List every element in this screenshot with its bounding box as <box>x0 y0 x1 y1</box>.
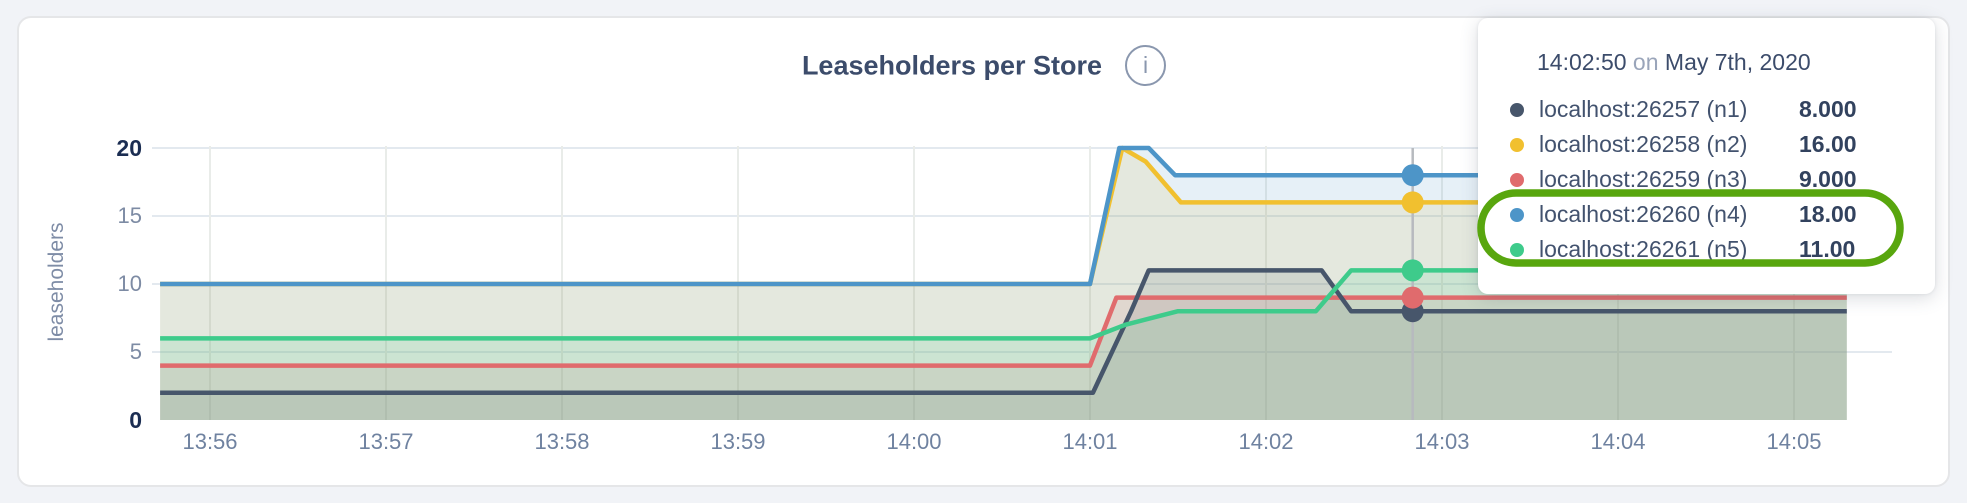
tooltip-date: May 7th, 2020 <box>1664 49 1811 75</box>
series-label: localhost:26257 (n1) <box>1539 96 1748 122</box>
series-color-dot <box>1510 242 1524 257</box>
tooltip-series-row: localhost:26259 (n3) 9.000 <box>1510 162 1935 197</box>
series-value: 16.00 <box>1799 131 1857 157</box>
series-line <box>160 268 1847 396</box>
series-value: 9.000 <box>1799 166 1857 192</box>
tooltip-series-row: localhost:26257 (n1) 8.000 <box>1510 92 1935 127</box>
series-label: localhost:26258 (n2) <box>1539 131 1748 157</box>
tooltip-timestamp: 14:02:50 on May 7th, 2020 <box>1537 49 1935 76</box>
tooltip-series-list: localhost:26257 (n1) 8.000 localhost:26258… <box>1478 92 1935 267</box>
info-icon-glyph: i <box>1142 52 1149 78</box>
info-icon[interactable]: i <box>1125 45 1166 86</box>
tooltip-series-row: localhost:26258 (n2) 16.00 <box>1510 127 1935 162</box>
series-area <box>160 270 1847 420</box>
series-value: 11.00 <box>1799 236 1856 262</box>
series-value: 8.000 <box>1799 96 1857 122</box>
y-axis-title: leaseholders <box>45 222 68 342</box>
hover-dot <box>1401 191 1424 214</box>
series-value: 18.00 <box>1799 201 1857 227</box>
hover-dot <box>1401 164 1424 187</box>
hover-dot <box>1401 286 1424 309</box>
series-area <box>160 297 1847 420</box>
series-color-dot <box>1510 137 1524 152</box>
hover-dot <box>1401 259 1424 282</box>
tooltip-series-row: localhost:26261 (n5) 11.00 <box>1510 232 1935 267</box>
series-color-dot <box>1510 172 1524 187</box>
series-label: localhost:26261 (n5) <box>1539 236 1748 262</box>
tooltip-conjunction: on <box>1632 49 1659 75</box>
series-label: localhost:26260 (n4) <box>1539 201 1748 227</box>
series-line <box>160 145 1847 287</box>
series-label: localhost:26259 (n3) <box>1539 166 1748 192</box>
tooltip-time: 14:02:50 <box>1537 49 1627 75</box>
tooltip-series-row: localhost:26260 (n4) 18.00 <box>1510 197 1935 232</box>
series-area <box>160 270 1847 420</box>
series-line <box>160 268 1847 341</box>
hover-tooltip: 14:02:50 on May 7th, 2020 localhost:2625… <box>1478 18 1935 294</box>
series-color-dot <box>1510 207 1524 222</box>
series-color-dot <box>1510 102 1524 117</box>
chart-title: Leaseholders per Store <box>801 50 1103 81</box>
